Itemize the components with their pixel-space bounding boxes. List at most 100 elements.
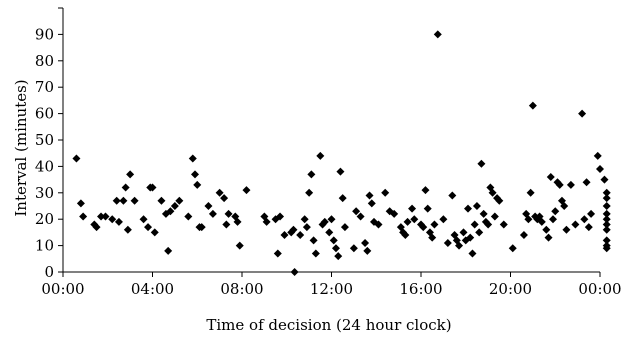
x-tick-label: 20:00 [489, 280, 532, 298]
data-point [472, 202, 481, 210]
data-point [144, 223, 153, 232]
data-point [112, 196, 121, 205]
data-point [208, 209, 217, 218]
data-point [549, 215, 558, 224]
data-point [551, 207, 560, 216]
data-point [235, 241, 244, 250]
data-point [475, 228, 484, 237]
data-point [600, 175, 609, 184]
data-point [356, 212, 365, 221]
data-point [401, 231, 410, 240]
data-point [433, 30, 442, 39]
data-point [468, 249, 477, 258]
data-point [352, 207, 361, 216]
data-point [92, 223, 101, 232]
data-point [280, 231, 289, 240]
data-point [455, 241, 464, 250]
data-point [300, 215, 309, 224]
data-point [560, 202, 569, 210]
data-point [526, 188, 535, 197]
data-point [114, 217, 123, 226]
data-point [242, 186, 251, 195]
data-point [582, 178, 591, 187]
y-tick-label: 10 [35, 237, 54, 255]
data-point [222, 220, 231, 229]
data-point [374, 220, 383, 229]
y-tick-label: 30 [35, 184, 54, 202]
data-point [166, 207, 175, 216]
data-point [108, 215, 117, 224]
data-point [97, 212, 106, 221]
data-point [381, 188, 390, 197]
data-point [148, 183, 157, 192]
data-point [290, 268, 299, 276]
x-tick-label: 16:00 [399, 280, 442, 298]
data-point [367, 199, 376, 208]
data-point [311, 249, 320, 258]
data-point [602, 215, 611, 224]
data-point [365, 191, 374, 200]
data-point [325, 228, 334, 237]
data-point [566, 180, 575, 189]
data-point [419, 223, 428, 232]
data-point [410, 215, 419, 224]
data-point [602, 225, 611, 234]
data-point [537, 217, 546, 226]
data-point [164, 246, 173, 255]
data-point [215, 188, 224, 197]
data-point [72, 154, 81, 163]
data-point [463, 204, 472, 213]
x-tick-label: 04:00 [131, 280, 174, 298]
data-point [184, 212, 193, 221]
x-tick-label: 00:00 [41, 280, 84, 298]
data-points [72, 30, 611, 276]
y-tick-label: 40 [35, 157, 54, 175]
data-point [546, 172, 555, 181]
data-point [459, 228, 468, 237]
data-point [580, 215, 589, 224]
data-point [289, 225, 298, 234]
data-point [403, 217, 412, 226]
data-point [602, 236, 611, 245]
data-point [562, 225, 571, 234]
data-point [571, 220, 580, 229]
data-point [555, 180, 564, 189]
data-point [338, 194, 347, 203]
data-point [233, 217, 242, 226]
data-point [170, 202, 179, 210]
data-point [542, 225, 551, 234]
data-point [76, 199, 85, 208]
x-tick-label: 12:00 [310, 280, 353, 298]
data-point [524, 215, 533, 224]
data-point [334, 252, 343, 261]
data-point [421, 186, 430, 195]
data-point [602, 202, 611, 210]
data-point [390, 209, 399, 218]
x-axis-label: Time of decision (24 hour clock) [206, 316, 451, 334]
data-point [477, 159, 486, 168]
data-point [130, 196, 139, 205]
data-point [602, 220, 611, 229]
x-tick-label: 00:00 [578, 280, 621, 298]
data-point [126, 170, 135, 179]
data-point [157, 196, 166, 205]
data-point [602, 194, 611, 203]
data-point [490, 212, 499, 221]
data-point [262, 217, 271, 226]
data-point [448, 191, 457, 200]
data-point [528, 101, 537, 110]
data-point [305, 188, 314, 197]
data-point [273, 249, 282, 258]
data-point [150, 228, 159, 237]
y-tick-label: 80 [35, 52, 54, 70]
data-point [495, 196, 504, 205]
data-point [602, 209, 611, 218]
y-axis: 0 10 20 30 40 50 60 70 80 90 [35, 7, 64, 281]
data-point [340, 223, 349, 232]
data-point [428, 233, 437, 242]
data-point [439, 215, 448, 224]
data-point [224, 209, 233, 218]
data-point [79, 212, 88, 221]
data-point [519, 231, 528, 240]
data-point [101, 212, 110, 221]
